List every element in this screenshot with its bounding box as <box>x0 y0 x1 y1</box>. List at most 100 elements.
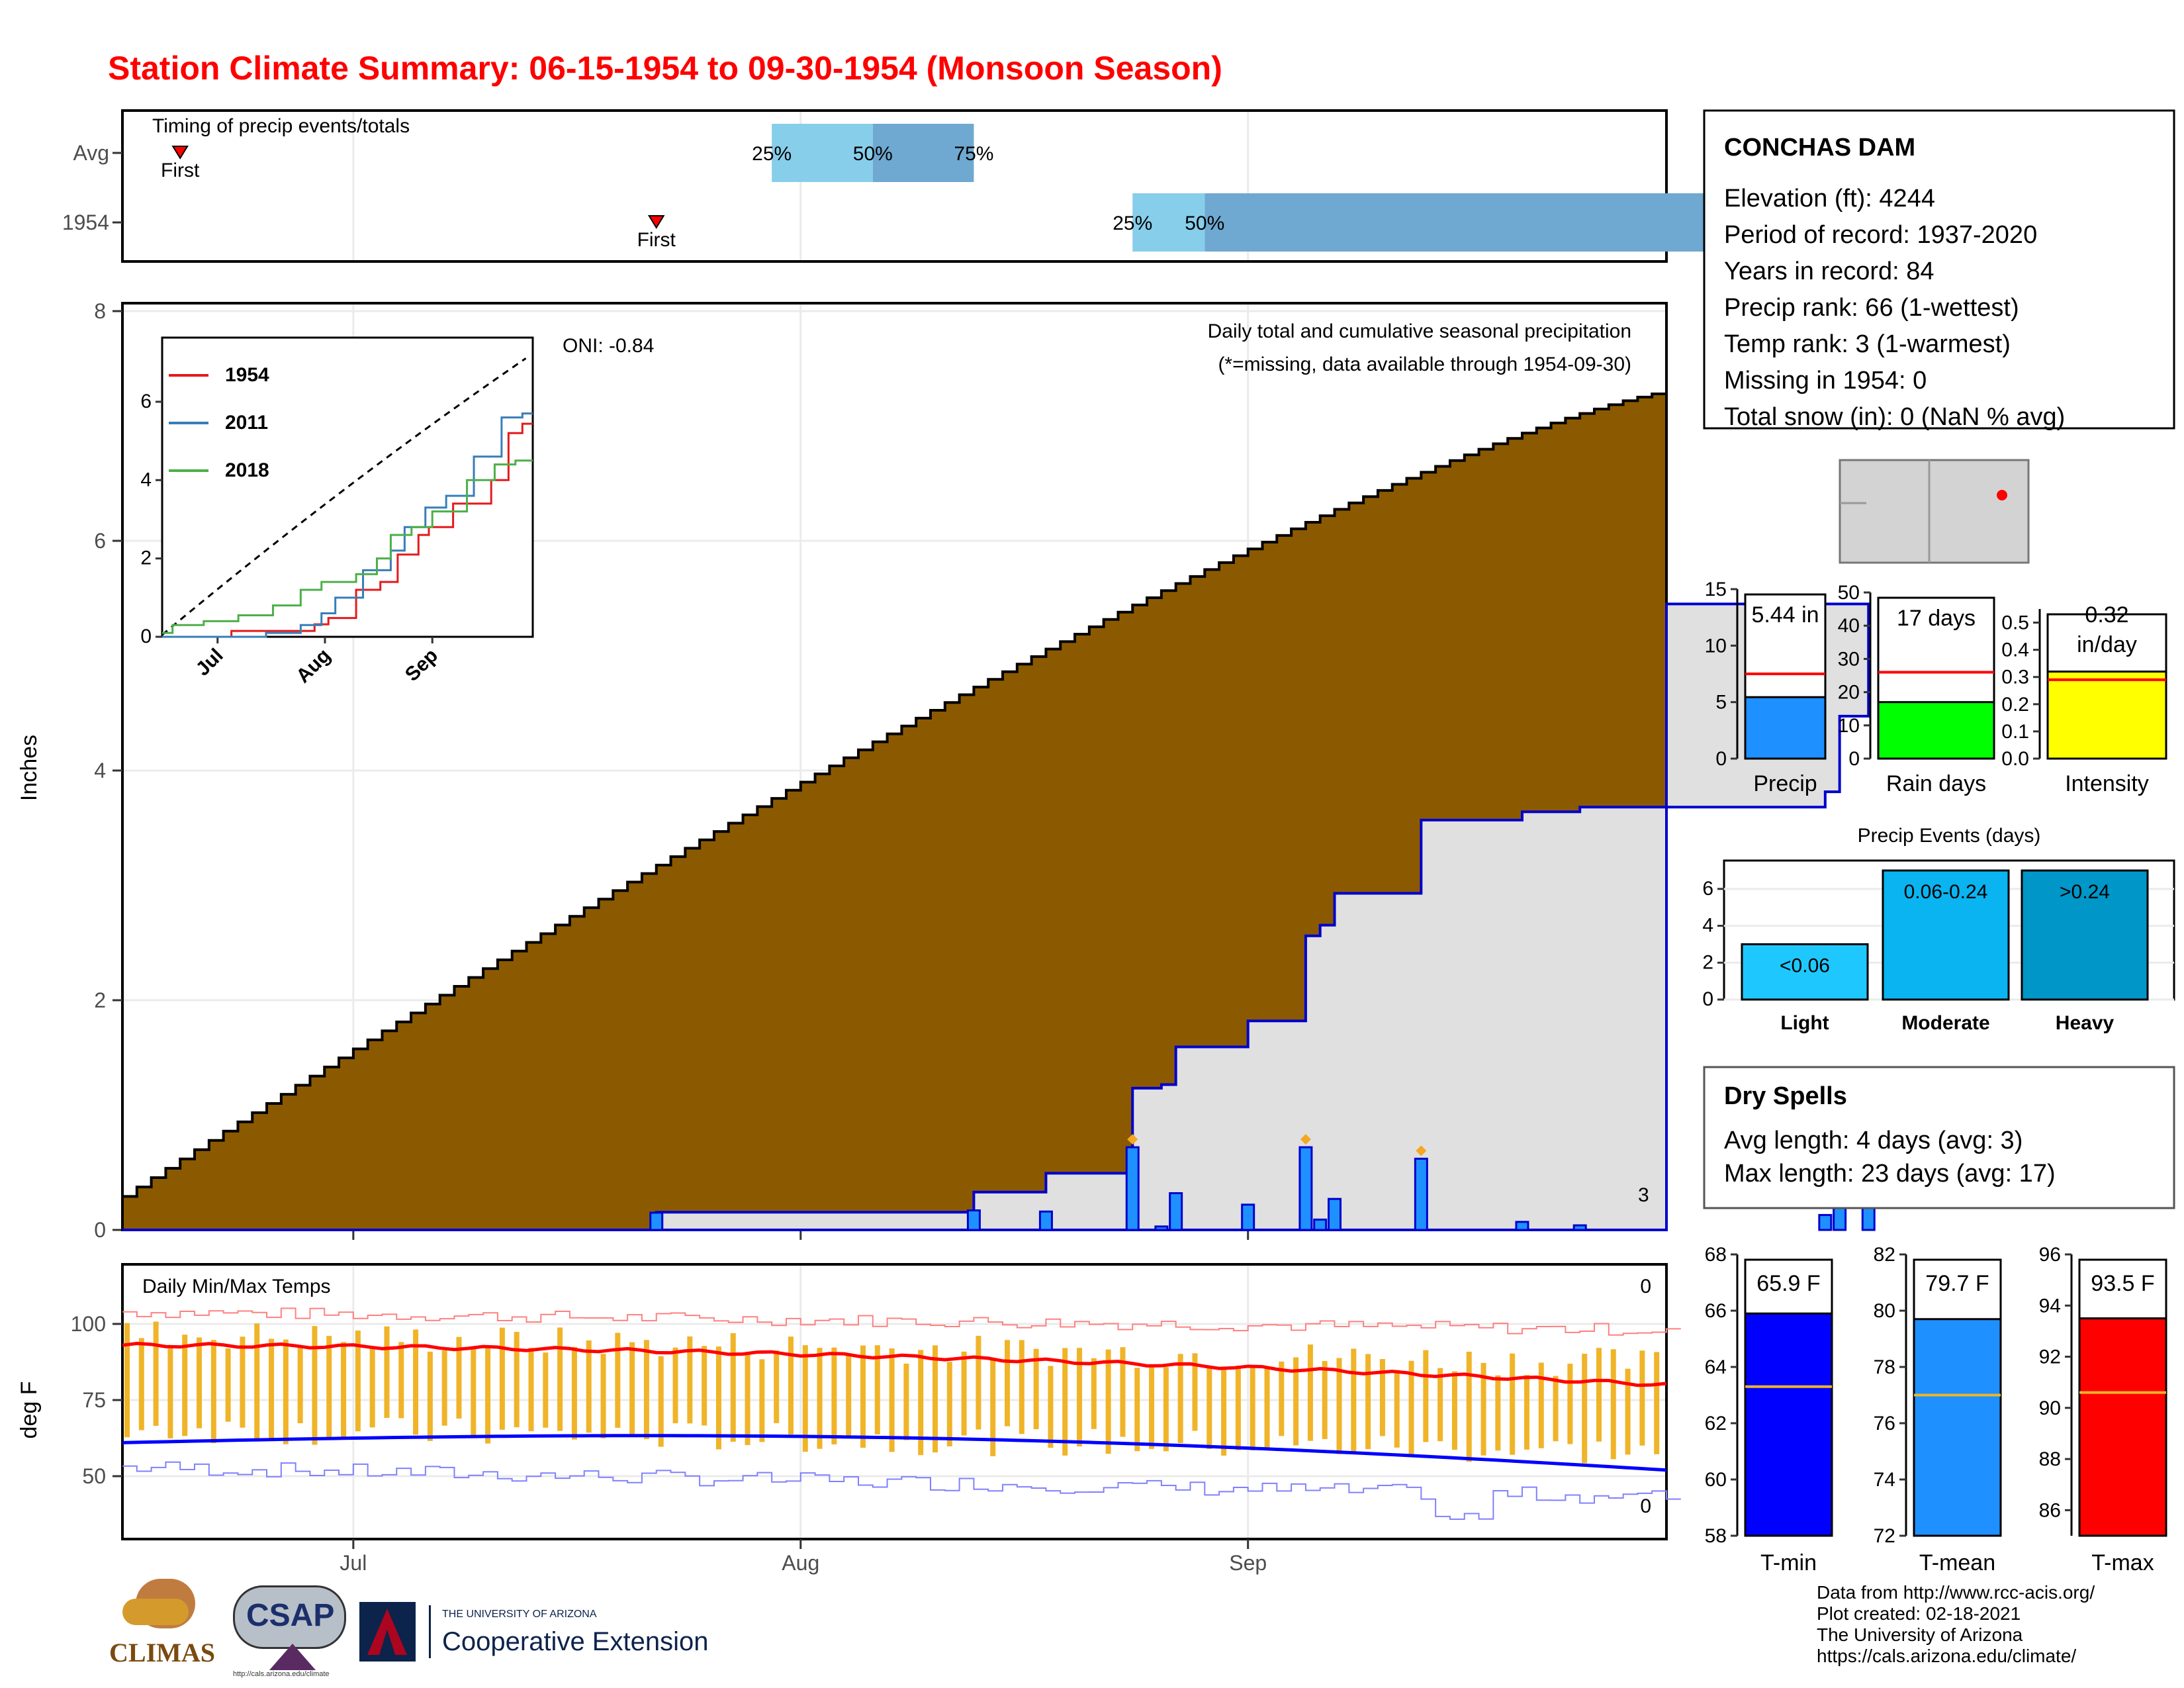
station-info-line: Period of record: 1937-2020 <box>1724 221 2037 249</box>
mini-y-tick-label: 30 <box>1838 648 1860 670</box>
daily-temp-bar <box>1639 1350 1645 1446</box>
x-tick-label: Jul <box>340 1551 367 1575</box>
mini-bar-value <box>1744 696 1827 760</box>
daily-temp-bar <box>687 1336 693 1424</box>
first-marker <box>647 215 665 229</box>
timing-title: Timing of precip events/totals <box>152 115 410 137</box>
record-min-line <box>122 1461 1681 1521</box>
station-info-line: Temp rank: 3 (1-warmest) <box>1724 330 2011 358</box>
event-bar <box>1741 943 1869 1001</box>
station-location-dot <box>1997 490 2007 500</box>
mini-y-tick-label: 0 <box>1715 748 1727 770</box>
event-label: Moderate <box>1901 1012 1989 1034</box>
daily-precip-bar <box>1414 1157 1428 1231</box>
daily-temp-bar <box>1379 1359 1385 1436</box>
daily-temp-bar <box>1279 1361 1285 1436</box>
daily-temp-bar <box>933 1345 938 1453</box>
daily-temp-bar <box>571 1346 577 1440</box>
daily-temp-bar <box>1625 1368 1631 1455</box>
inset-y-tick-label: 6 <box>140 391 152 412</box>
chart-title: Station Climate Summary: 06-15-1954 to 0… <box>108 50 1222 87</box>
timing-75-label: 75% <box>954 143 993 165</box>
timing-bar-25-50 <box>1132 193 1205 252</box>
mini-y-tick-label: 15 <box>1705 579 1727 600</box>
daily-temp-bar <box>1293 1357 1299 1446</box>
station-info-line: Elevation (ft): 4244 <box>1724 185 1935 212</box>
mini-bar-value <box>1877 701 1995 760</box>
inset-y-tick-label: 0 <box>140 626 152 647</box>
timing-50-label: 50% <box>1185 212 1224 234</box>
daily-temp-bar <box>1351 1348 1357 1454</box>
daily-precip-bar <box>1125 1146 1140 1231</box>
temp-bar-y-tick-label: 72 <box>1874 1525 1895 1547</box>
daily-temp-bar <box>788 1336 794 1434</box>
daily-temp-bar <box>124 1323 130 1438</box>
daily-temp-bar <box>485 1345 491 1444</box>
temp-bar-y-tick-label: 94 <box>2039 1295 2061 1317</box>
daily-temp-bar <box>297 1348 303 1424</box>
legend-label: 1954 <box>225 364 269 386</box>
mini-y-tick-label: 0.1 <box>2001 721 2029 743</box>
y-tick-label: 2 <box>94 988 106 1012</box>
daily-temp-bar <box>1206 1366 1212 1449</box>
daily-temp-bar <box>715 1346 721 1450</box>
daily-temp-bar <box>860 1345 866 1448</box>
daily-temp-bar <box>225 1348 231 1422</box>
daily-temp-bar <box>1149 1364 1155 1449</box>
daily-temp-bar <box>543 1352 549 1428</box>
mini-bar-value-label: 0.32 <box>2085 602 2128 628</box>
mini-y-tick-label: 0.5 <box>2001 612 2029 634</box>
station-name: CONCHAS DAM <box>1724 134 1915 162</box>
station-info-line: Missing in 1954: 0 <box>1724 367 1927 395</box>
daily-temp-bar <box>918 1350 924 1456</box>
first-marker <box>171 146 189 160</box>
daily-precip-bar <box>1818 1213 1833 1231</box>
daily-temp-bar <box>1264 1368 1270 1448</box>
daily-temp-bar <box>1177 1354 1183 1444</box>
timing-50-label: 50% <box>853 143 893 165</box>
events-y-tick-label: 6 <box>1702 878 1713 900</box>
missing-note: (*=missing, data available through 1954-… <box>1218 353 1631 375</box>
daily-temp-bar <box>355 1330 361 1432</box>
daily-temp-bar <box>1538 1362 1544 1448</box>
mini-y-tick-label: 10 <box>1705 635 1727 657</box>
heavy-count-label: 3 <box>1638 1184 1649 1206</box>
cumulative-1954-area <box>122 602 1870 1231</box>
event-bar <box>2021 869 2149 1001</box>
temp-title: Daily Min/Max Temps <box>142 1276 331 1297</box>
mini-y-tick-label: 0.3 <box>2001 667 2029 688</box>
daily-temp-bar <box>398 1342 404 1419</box>
temp-bar-y-tick-label: 92 <box>2039 1346 2061 1368</box>
inset-avg-line <box>161 357 527 636</box>
daily-temp-bar <box>1120 1347 1126 1437</box>
daily-temp-bar <box>1033 1348 1039 1430</box>
daily-temp-bar <box>369 1346 375 1428</box>
daily-temp-bar <box>269 1338 275 1438</box>
avg-max-line <box>122 1342 1667 1387</box>
climas-logo-text: CLIMAS <box>109 1638 216 1667</box>
temp-bar-value <box>1744 1312 1833 1537</box>
daily-temp-bar <box>312 1326 318 1445</box>
mini-bar-value-label: 5.44 in <box>1751 602 1819 628</box>
temp-bar-y-tick-label: 82 <box>1874 1244 1895 1266</box>
daily-temp-bar <box>557 1327 563 1431</box>
daily-temp-bar <box>138 1338 144 1430</box>
daily-temp-bar <box>586 1340 592 1433</box>
daily-temp-bar <box>889 1348 895 1452</box>
daily-temp-bar <box>658 1356 664 1447</box>
daily-temp-bar <box>197 1337 203 1429</box>
dry-spells-title: Dry Spells <box>1724 1082 1847 1110</box>
temp-bar-y-tick-label: 88 <box>2039 1448 2061 1470</box>
csap-logo: CSAP http://cals.arizona.edu/climate <box>233 1585 346 1678</box>
daily-temp-bar <box>1221 1367 1227 1456</box>
mini-y-tick-label: 0 <box>1848 748 1860 770</box>
events-y-tick-label: 4 <box>1702 915 1713 937</box>
inset-y-tick-label: 4 <box>140 469 152 491</box>
x-tick-label: Sep <box>1229 1551 1267 1575</box>
daily-temp-bar <box>1423 1350 1429 1442</box>
daily-temp-bar <box>903 1364 909 1440</box>
y-tick-label: 100 <box>71 1312 106 1336</box>
timing-25-label: 25% <box>1113 212 1152 234</box>
temp-bar-label: T-max <box>2091 1550 2154 1575</box>
